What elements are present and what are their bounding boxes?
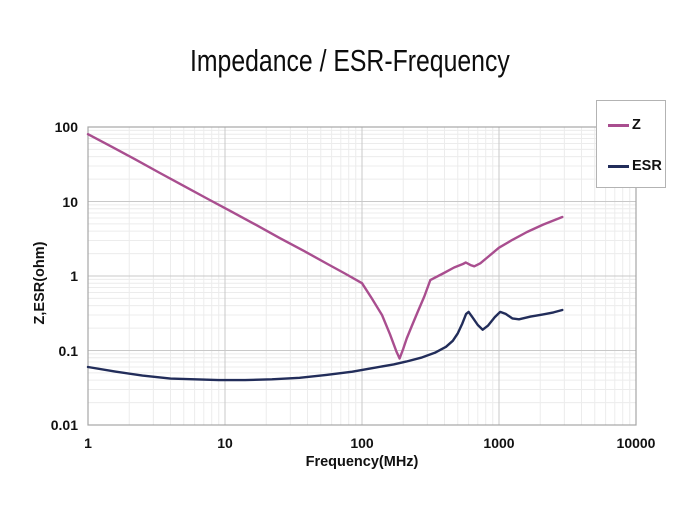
x-axis-title: Frequency(MHz) bbox=[305, 454, 419, 470]
x-tick-label: 100 bbox=[350, 435, 374, 451]
x-tick-label: 1 bbox=[84, 435, 92, 451]
y-tick-label: 1 bbox=[70, 268, 78, 284]
chart-title-text: Impedance / ESR-Frequency bbox=[190, 43, 510, 78]
z-series-label: Z bbox=[632, 117, 641, 133]
chart-title: Impedance / ESR-Frequency bbox=[0, 43, 700, 79]
y-tick-label: 0.01 bbox=[50, 417, 78, 433]
y-tick-label: 100 bbox=[54, 119, 78, 135]
x-tick-label: 10000 bbox=[616, 435, 656, 451]
legend-item-z: Z bbox=[608, 117, 641, 133]
y-axis-title: Z,ESR(ohm) bbox=[32, 241, 48, 325]
esr-series-label: ESR bbox=[632, 158, 662, 174]
y-tick-label: 0.1 bbox=[58, 342, 78, 359]
z-series-line-swatch bbox=[608, 123, 629, 127]
esr-series-line-swatch bbox=[608, 164, 629, 168]
x-tick-label: 10 bbox=[217, 435, 233, 451]
legend-item-esr: ESR bbox=[608, 158, 662, 174]
legend: Z ESR bbox=[596, 100, 666, 188]
x-tick-label: 1000 bbox=[483, 435, 515, 451]
y-tick-label: 10 bbox=[62, 193, 78, 210]
